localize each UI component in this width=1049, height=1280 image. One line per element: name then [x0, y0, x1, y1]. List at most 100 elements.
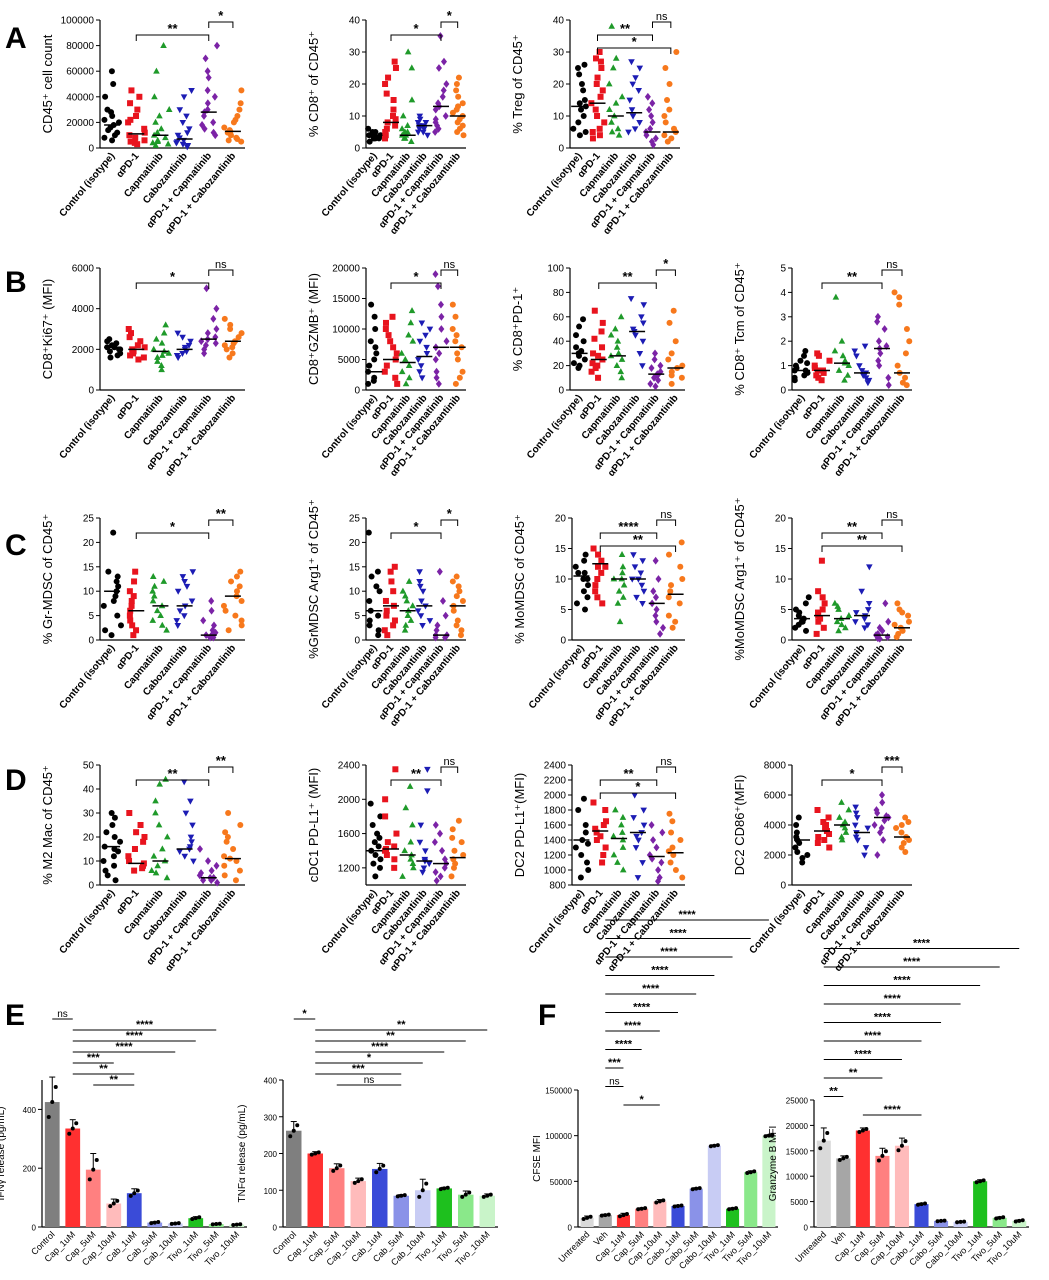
replicate-dot: [460, 1194, 465, 1199]
data-point: [453, 81, 460, 87]
data-point: [665, 356, 672, 363]
data-point: [180, 779, 188, 786]
data-point: [628, 59, 635, 66]
data-point: [237, 568, 244, 575]
data-point: [402, 621, 410, 628]
data-point: [864, 380, 872, 387]
data-point: [409, 859, 417, 866]
y-tick-label: 20: [775, 514, 787, 525]
data-point: [835, 627, 842, 634]
data-point: [819, 594, 826, 601]
data-point: [593, 829, 600, 836]
data-point: [437, 32, 444, 40]
data-point: [799, 855, 806, 861]
data-point: [443, 80, 450, 88]
y-tick-label: 1800: [544, 806, 567, 817]
data-point: [156, 780, 163, 787]
data-point: [369, 822, 376, 828]
significance-label: ****: [864, 1030, 882, 1042]
data-point: [825, 814, 832, 821]
data-point: [372, 344, 379, 351]
data-point: [111, 834, 118, 840]
bar: [726, 1208, 740, 1227]
y-tick-label: 5: [780, 605, 786, 616]
bar: [671, 1205, 685, 1227]
y-axis-title: % M2 Mac of CD45⁺: [40, 765, 55, 885]
data-point: [201, 349, 208, 358]
data-point: [630, 552, 637, 559]
data-point: [648, 821, 655, 829]
data-point: [881, 325, 888, 333]
data-point: [417, 613, 425, 620]
data-point: [202, 341, 209, 350]
data-point: [238, 622, 245, 629]
data-point: [576, 100, 583, 107]
data-point: [382, 796, 389, 803]
y-tick-label: 5: [560, 605, 566, 616]
significance-label: ns: [609, 1077, 620, 1088]
data-point: [669, 624, 676, 631]
data-point: [201, 124, 208, 133]
significance-bracket: [135, 34, 210, 41]
replicate-dot: [91, 1167, 96, 1172]
x-tick-label: Control (isotype): [58, 643, 118, 711]
bar: [580, 1217, 594, 1227]
significance-label: **: [216, 753, 227, 768]
data-point: [584, 594, 591, 601]
data-point: [160, 577, 168, 584]
data-point: [184, 130, 191, 137]
replicate-dot: [173, 1221, 178, 1226]
data-point: [676, 600, 683, 607]
significance-bracket: [599, 792, 677, 799]
data-point: [204, 67, 211, 76]
replicate-dot: [467, 1190, 472, 1195]
x-tick-label: Control (isotype): [58, 393, 118, 461]
data-point: [365, 529, 372, 536]
significance-label: *: [170, 519, 176, 534]
replicate-dot: [821, 1138, 826, 1143]
data-point: [449, 826, 456, 833]
data-point: [649, 118, 656, 127]
data-point: [902, 814, 909, 821]
data-point: [456, 588, 463, 595]
significance-label: *: [639, 1094, 644, 1106]
data-point: [653, 843, 660, 852]
data-point: [128, 602, 135, 609]
data-point: [677, 563, 684, 570]
data-point: [612, 325, 619, 332]
data-point: [375, 612, 382, 619]
data-point: [417, 583, 424, 590]
data-point: [619, 843, 627, 850]
y-tick-label: 40: [349, 16, 361, 27]
replicate-dot: [939, 1218, 944, 1223]
replicate-dot: [712, 1143, 717, 1148]
data-point: [580, 795, 587, 802]
data-point: [106, 348, 113, 355]
data-point: [375, 632, 382, 639]
replicate-dot: [176, 1221, 181, 1226]
y-tick-label: 20: [349, 80, 361, 91]
data-point: [230, 119, 237, 126]
y-axis-title: CFSE MFI: [532, 1135, 543, 1182]
data-point: [189, 569, 197, 576]
data-point: [141, 129, 148, 136]
data-point: [580, 338, 587, 345]
data-point: [382, 132, 389, 139]
significance-label: *: [413, 21, 419, 36]
data-point: [664, 138, 671, 145]
data-point: [454, 119, 461, 126]
data-point: [391, 864, 398, 871]
data-point: [419, 869, 426, 876]
data-point: [128, 597, 135, 604]
data-point: [899, 627, 906, 634]
data-point: [230, 846, 237, 852]
data-point: [814, 840, 821, 846]
y-tick-label: 80: [553, 288, 565, 299]
replicate-dot: [880, 1153, 885, 1158]
data-point: [156, 112, 163, 119]
data-point: [584, 840, 591, 847]
significance-bracket: [390, 779, 442, 786]
data-point: [176, 608, 184, 615]
data-point: [214, 878, 221, 887]
data-point: [235, 334, 242, 341]
